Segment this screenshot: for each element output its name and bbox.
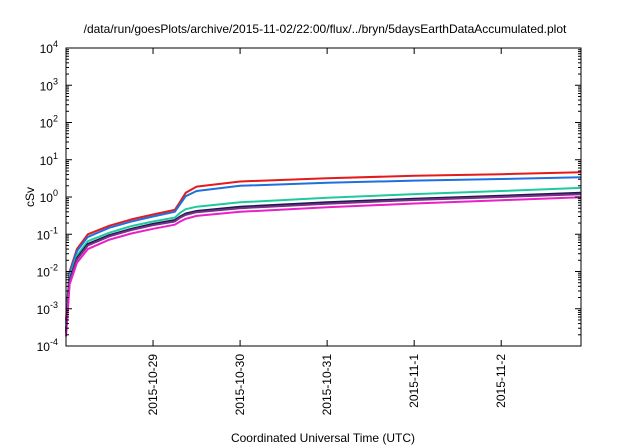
y-axis-label: cSv bbox=[23, 187, 37, 207]
x-tick-label: 2015-10-30 bbox=[233, 354, 247, 416]
y-tick-exponent: 1 bbox=[53, 151, 58, 161]
series-line-4 bbox=[65, 191, 582, 332]
y-tick-label: 102 bbox=[40, 114, 58, 131]
series-line-1 bbox=[65, 171, 582, 321]
y-tick-label: 104 bbox=[40, 39, 58, 56]
y-tick-base: 10 bbox=[40, 191, 54, 205]
x-axis-label: Coordinated Universal Time (UTC) bbox=[231, 431, 415, 445]
y-tick-exponent: 2 bbox=[53, 114, 58, 124]
x-axis: 2015-10-29 2015-10-30 2015-10-31 2015-11-1 2… bbox=[146, 48, 508, 415]
y-tick-exponent: -2 bbox=[50, 263, 58, 273]
series-line-6 bbox=[65, 196, 582, 337]
series-line-3 bbox=[65, 186, 582, 329]
y-tick-exponent: -3 bbox=[50, 300, 58, 310]
y-tick-base: 10 bbox=[37, 228, 51, 242]
y-tick-base: 10 bbox=[37, 340, 51, 354]
series-line-2 bbox=[65, 176, 582, 324]
y-tick-label: 100 bbox=[40, 188, 58, 205]
y-tick-label: 101 bbox=[40, 151, 58, 168]
y-tick-base: 10 bbox=[40, 42, 54, 56]
y-tick-base: 10 bbox=[40, 117, 54, 131]
y-tick-exponent: -1 bbox=[50, 225, 58, 235]
y-tick-exponent: 4 bbox=[53, 39, 58, 49]
chart-title: /data/run/goesPlots/archive/2015-11-02/2… bbox=[84, 22, 567, 36]
y-tick-base: 10 bbox=[37, 266, 51, 280]
y-tick-exponent: 3 bbox=[53, 76, 58, 86]
y-tick-label: 10-4 bbox=[37, 337, 58, 354]
y-tick-exponent: 0 bbox=[53, 188, 58, 198]
series-line-5 bbox=[65, 193, 582, 334]
x-tick-label: 2015-11-2 bbox=[494, 354, 508, 408]
y-tick-base: 10 bbox=[40, 79, 54, 93]
y-tick-label: 10-3 bbox=[37, 300, 58, 317]
y-tick-base: 10 bbox=[37, 303, 51, 317]
y-tick-exponent: -4 bbox=[50, 337, 58, 347]
y-tick-label: 10-1 bbox=[37, 225, 58, 242]
y-tick-label: 10-2 bbox=[37, 263, 58, 280]
y-tick-base: 10 bbox=[40, 154, 54, 168]
series-layer bbox=[65, 171, 582, 337]
x-tick-label: 2015-10-29 bbox=[146, 354, 160, 416]
y-tick-label: 103 bbox=[40, 76, 58, 93]
x-tick-label: 2015-10-31 bbox=[320, 354, 334, 416]
x-tick-label: 2015-11-1 bbox=[407, 354, 421, 408]
